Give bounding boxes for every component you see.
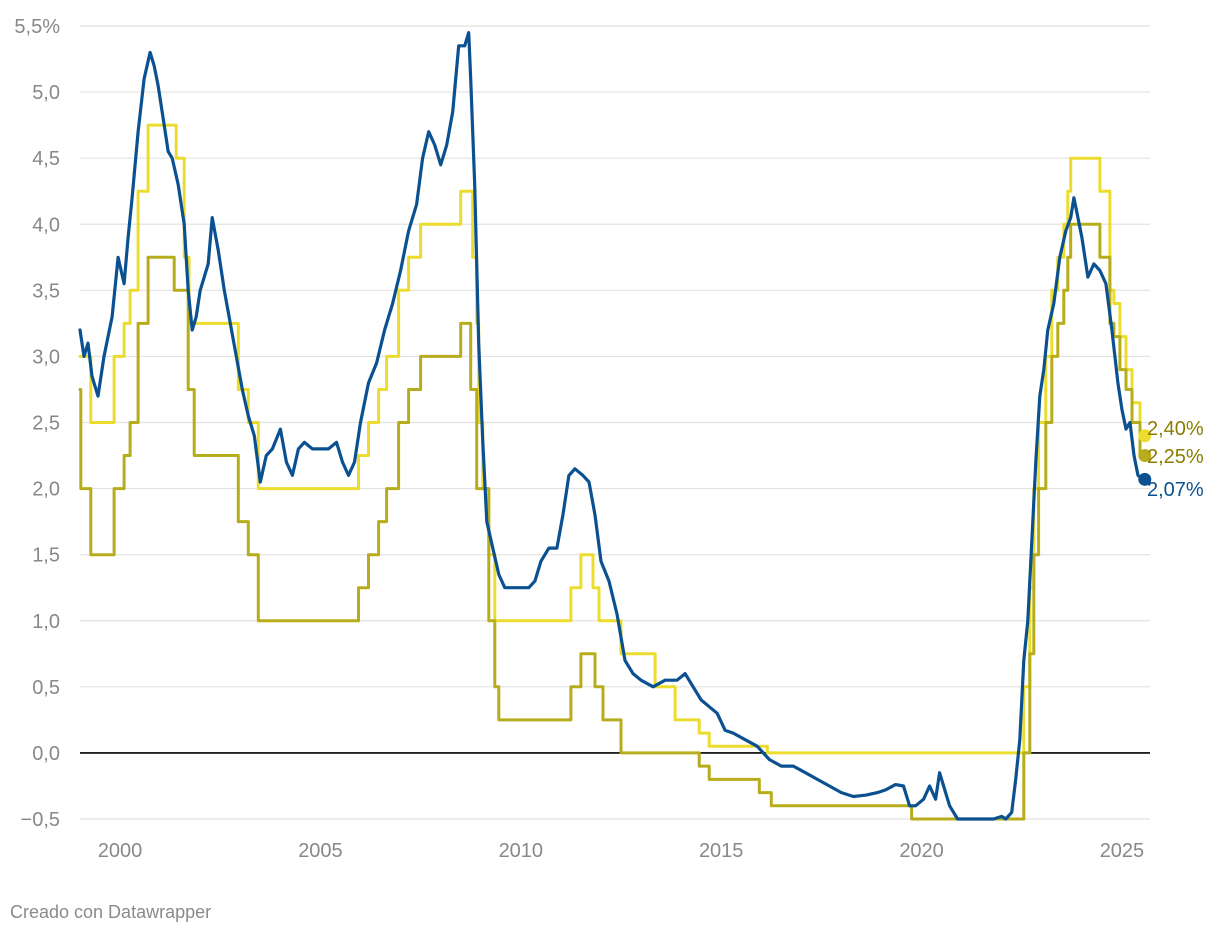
y-tick-label: 3,0 (32, 346, 60, 368)
y-axis: 5,5% 5,0 4,5 4,0 3,5 3,0 2,5 2,0 1,5 1,0 0,5 0,0 −0,… (14, 16, 60, 831)
series-end-label-0: 2,40% (1147, 418, 1204, 440)
x-tick-label: 2000 (98, 840, 143, 862)
y-tick-label: 0,0 (32, 743, 60, 765)
end-markers: 2,40% 2,25% 2,07% (1138, 418, 1204, 501)
y-tick-label: 2,5 (32, 413, 60, 435)
y-tick-label: 0,5 (32, 677, 60, 699)
y-tick-label: 2,0 (32, 479, 60, 501)
series-end-dot-1 (1138, 449, 1152, 463)
y-tick-label: 5,5% (14, 16, 60, 38)
y-tick-label: 4,0 (32, 214, 60, 236)
series-line-0 (78, 123, 1145, 755)
series-line-2 (78, 31, 1145, 821)
series-lines (78, 31, 1145, 821)
series-end-label-1: 2,25% (1147, 446, 1204, 468)
gridlines (80, 25, 1150, 820)
y-tick-label: −0,5 (21, 809, 60, 831)
x-axis: 2000 2005 2010 2015 2020 2025 (98, 840, 1144, 862)
x-tick-label: 2020 (899, 840, 944, 862)
series-end-label-2: 2,07% (1147, 479, 1204, 501)
y-tick-label: 4,5 (32, 148, 60, 170)
series-end-dot-0 (1138, 429, 1152, 443)
x-tick-label: 2010 (499, 840, 544, 862)
series-end-dot-2 (1138, 472, 1152, 486)
footer-credit: Creado con Datawrapper (10, 902, 212, 922)
series-line-1 (78, 222, 1145, 821)
x-tick-label: 2025 (1100, 840, 1145, 862)
x-tick-label: 2005 (298, 840, 343, 862)
y-tick-label: 5,0 (32, 82, 60, 104)
x-tick-label: 2015 (699, 840, 744, 862)
y-tick-label: 1,5 (32, 545, 60, 567)
y-tick-label: 1,0 (32, 611, 60, 633)
y-tick-label: 3,5 (32, 280, 60, 302)
